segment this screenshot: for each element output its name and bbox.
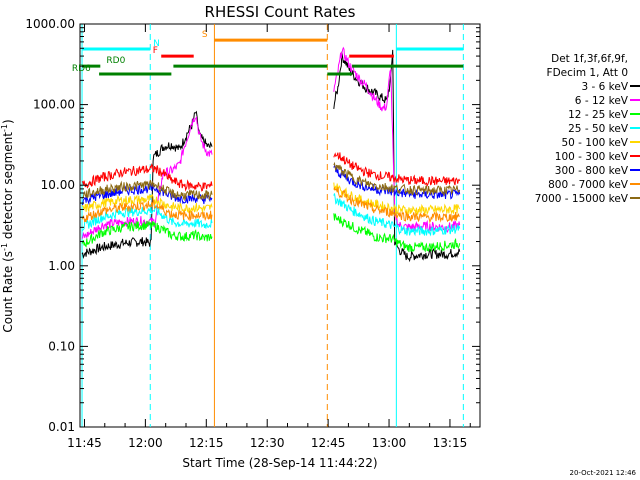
flag-label-f: F (153, 46, 158, 56)
series-line-6-seg2 (333, 152, 461, 188)
y-axis-label: Count Rate (s-1 detector segment-1) (0, 119, 15, 332)
y-tick-label-4: 10.00 (41, 178, 75, 192)
legend-label-1: 3 - 6 keV (581, 81, 628, 93)
legend-label-2: 6 - 12 keV (575, 95, 629, 107)
legend-label-8: 800 - 7000 keV (548, 179, 629, 191)
legend: Det 1f,3f,6f,9f, FDecim 1, Att 0 3 - 6 k… (535, 53, 640, 205)
flag-label-s: S (202, 30, 208, 40)
legend-title-line-1: Det 1f,3f,6f,9f, (551, 53, 628, 65)
series-line-7-seg2 (333, 165, 461, 200)
plot-frame (79, 23, 481, 428)
y-tick-label-5: 100.00 (33, 98, 75, 112)
x-tick-label-6: 13:00 (372, 436, 407, 450)
legend-label-9: 7000 - 15000 keV (535, 193, 629, 205)
y-axis-label-a: Count Rate (s (1, 251, 15, 333)
y-axis-label-b: detector segment (1, 132, 15, 243)
legend-label-5: 50 - 100 keV (561, 137, 628, 149)
series-line-4-seg1 (81, 204, 213, 232)
legend-label-6: 100 - 300 keV (555, 151, 629, 163)
y-axis-label-c: ) (1, 119, 15, 124)
series-line-9-seg2 (333, 161, 461, 197)
y-tick-label-1: 0.01 (48, 420, 75, 434)
series-line-3-seg2 (333, 213, 461, 253)
series-line-5-seg2 (333, 182, 461, 217)
series-line-5-seg1 (81, 194, 213, 215)
series-line-6-seg1 (81, 163, 213, 192)
chart-title: RHESSI Count Rates (205, 3, 356, 21)
legend-label-7: 300 - 800 keV (555, 165, 629, 177)
series-line-4-seg2 (333, 193, 461, 237)
x-tick-label-4: 12:30 (250, 436, 285, 450)
y-tick-label-2: 0.10 (48, 339, 75, 353)
legend-label-3: 12 - 25 keV (568, 109, 629, 121)
y-axis-label-sup2: -1 (0, 124, 9, 132)
series-line-3-seg1 (81, 219, 213, 248)
series-line-9-seg1 (81, 179, 213, 202)
legend-items: 3 - 6 keV 6 - 12 keV 12 - 25 keV 25 - 50 ke… (535, 81, 640, 205)
flag-label-rd6: RD6 (72, 64, 91, 74)
flag-label-rd0: RD0 (106, 56, 125, 66)
x-axis-label: Start Time (28-Sep-14 11:44:22) (182, 456, 377, 470)
x-tick-label-2: 12:00 (128, 436, 163, 450)
y-tick-label-3: 1.00 (48, 259, 75, 273)
x-axis-ticks: 11:45 12:00 12:15 12:30 12:45 13:00 13:15 (67, 24, 471, 450)
series-line-7-seg1 (82, 182, 213, 206)
series-line-8-seg2 (333, 186, 460, 224)
timestamp: 20-Oct-2021 12:46 (570, 469, 637, 477)
series-line-8-seg1 (82, 199, 213, 223)
flag-bars: N S F RD0 RD6 (72, 30, 464, 76)
x-tick-label-3: 12:15 (189, 436, 224, 450)
x-tick-label-5: 12:45 (311, 436, 346, 450)
flag-label-n: N (153, 39, 160, 49)
series-lines (81, 46, 461, 263)
legend-title-line-2: FDecim 1, Att 0 (547, 67, 628, 79)
x-tick-label-7: 13:15 (433, 436, 468, 450)
x-tick-label-1: 11:45 (67, 436, 102, 450)
y-tick-label-6: 1000.00 (25, 17, 75, 31)
y-axis-label-sup: -1 (0, 243, 9, 251)
legend-label-4: 25 - 50 keV (568, 123, 629, 135)
y-axis-ticks: 0.01 0.10 1.00 10.00 100.00 1000.00 (25, 17, 480, 434)
